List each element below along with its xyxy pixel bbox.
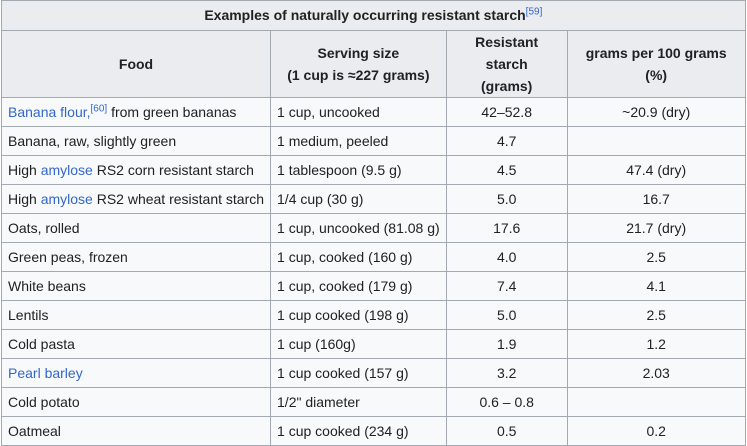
cell-resistant-starch: 5.0 bbox=[445, 300, 568, 330]
cell-serving-size: 1 cup cooked (234 g) bbox=[270, 416, 447, 446]
food-text: High bbox=[8, 162, 41, 178]
cell-grams-per-100: 2.5 bbox=[566, 300, 746, 330]
table-row: Banana flour,[60] from green bananas 1 cu… bbox=[0, 97, 746, 127]
cell-resistant-starch: 42–52.8 bbox=[445, 97, 568, 127]
food-text: Cold pasta bbox=[8, 336, 75, 352]
food-text: High bbox=[8, 191, 41, 207]
cell-serving-size: 1 medium, peeled bbox=[270, 126, 447, 156]
cell-food: Oats, rolled bbox=[0, 213, 272, 243]
cell-grams-per-100: 2.5 bbox=[566, 242, 746, 272]
cell-serving-size: 1 cup cooked (198 g) bbox=[270, 300, 447, 330]
food-link[interactable]: amylose bbox=[40, 191, 93, 207]
food-text: Cold potato bbox=[8, 394, 80, 410]
header-resistant-starch: Resistant starch (grams) bbox=[445, 30, 568, 98]
cell-food: Cold pasta bbox=[0, 329, 272, 359]
food-text-suffix: RS2 wheat resistant starch bbox=[92, 191, 265, 207]
cell-resistant-starch: 4.5 bbox=[445, 155, 568, 185]
cell-serving-size: 1/4 cup (30 g) bbox=[270, 184, 447, 214]
header-rs-line1: Resistant starch bbox=[475, 34, 539, 72]
cell-food: Cold potato bbox=[0, 387, 272, 417]
cell-grams-per-100: 4.1 bbox=[566, 271, 746, 301]
cell-food: Pearl barley bbox=[0, 358, 272, 388]
food-link[interactable]: Pearl barley bbox=[8, 365, 83, 381]
table-row: High amylose RS2 corn resistant starch 1 … bbox=[0, 155, 746, 185]
table-caption: Examples of naturally occurring resistan… bbox=[1, 0, 746, 30]
food-link[interactable]: amylose bbox=[40, 162, 93, 178]
table-row: Pearl barley 1 cup cooked (157 g) 3.2 2.03 bbox=[0, 358, 746, 388]
cell-resistant-starch: 1.9 bbox=[445, 329, 568, 359]
cell-grams-per-100 bbox=[566, 126, 746, 156]
cell-grams-per-100: 47.4 (dry) bbox=[566, 155, 746, 185]
cell-resistant-starch: 17.6 bbox=[445, 213, 568, 243]
cell-food: Banana, raw, slightly green bbox=[0, 126, 272, 156]
food-text: Green peas, frozen bbox=[8, 249, 128, 265]
header-serving-size: Serving size (1 cup is ≈227 grams) bbox=[270, 30, 447, 98]
cell-serving-size: 1 cup cooked (157 g) bbox=[270, 358, 447, 388]
table-row: High amylose RS2 wheat resistant starch 1… bbox=[0, 184, 746, 214]
cell-food: High amylose RS2 corn resistant starch bbox=[0, 155, 272, 185]
cell-serving-size: 1 cup, cooked (179 g) bbox=[270, 271, 447, 301]
table-row: Green peas, frozen 1 cup, cooked (160 g) 4… bbox=[0, 242, 746, 272]
food-reference-link[interactable]: [60] bbox=[90, 103, 108, 115]
caption-text: Examples of naturally occurring resistan… bbox=[204, 7, 526, 23]
cell-grams-per-100: 21.7 (dry) bbox=[566, 213, 746, 243]
cell-food: White beans bbox=[0, 271, 272, 301]
table-row: Cold pasta 1 cup (160g) 1.9 1.2 bbox=[0, 329, 746, 359]
food-text: Oatmeal bbox=[8, 423, 61, 439]
food-text: White beans bbox=[8, 278, 86, 294]
table-row: Cold potato 1/2" diameter 0.6 – 0.8 bbox=[0, 387, 746, 417]
cell-serving-size: 1 cup (160g) bbox=[270, 329, 447, 359]
food-link[interactable]: Banana flour, bbox=[8, 104, 91, 120]
header-food: Food bbox=[0, 30, 272, 98]
cell-food: Green peas, frozen bbox=[0, 242, 272, 272]
cell-grams-per-100: 16.7 bbox=[566, 184, 746, 214]
header-grams-per-100: grams per 100 grams (%) bbox=[566, 30, 746, 98]
cell-food: High amylose RS2 wheat resistant starch bbox=[0, 184, 272, 214]
cell-grams-per-100 bbox=[566, 387, 746, 417]
table-row: White beans 1 cup, cooked (179 g) 7.4 4.1 bbox=[0, 271, 746, 301]
cell-resistant-starch: 7.4 bbox=[445, 271, 568, 301]
food-text: Lentils bbox=[8, 307, 49, 323]
header-serving-line2: (1 cup is ≈227 grams) bbox=[287, 67, 430, 83]
table-row: Oats, rolled 1 cup, uncooked (81.08 g) 17.… bbox=[0, 213, 746, 243]
cell-food: Banana flour,[60] from green bananas bbox=[0, 97, 272, 127]
cell-resistant-starch: 3.2 bbox=[445, 358, 568, 388]
cell-resistant-starch: 0.6 – 0.8 bbox=[445, 387, 568, 417]
cell-grams-per-100: ~20.9 (dry) bbox=[566, 97, 746, 127]
cell-grams-per-100: 2.03 bbox=[566, 358, 746, 388]
food-text: Oats, rolled bbox=[8, 220, 80, 236]
table-body: Banana flour,[60] from green bananas 1 cu… bbox=[0, 97, 746, 446]
cell-food: Lentils bbox=[0, 300, 272, 330]
table-row: Oatmeal 1 cup cooked (234 g) 0.5 0.2 bbox=[0, 416, 746, 446]
table-row: Lentils 1 cup cooked (198 g) 5.0 2.5 bbox=[0, 300, 746, 330]
food-text-suffix: RS2 corn resistant starch bbox=[92, 162, 254, 178]
cell-resistant-starch: 4.7 bbox=[445, 126, 568, 156]
cell-food: Oatmeal bbox=[0, 416, 272, 446]
header-rs-line2: (grams) bbox=[481, 78, 533, 94]
cell-resistant-starch: 0.5 bbox=[445, 416, 568, 446]
food-text: Banana, raw, slightly green bbox=[8, 133, 177, 149]
cell-serving-size: 1/2" diameter bbox=[270, 387, 447, 417]
cell-serving-size: 1 cup, uncooked bbox=[270, 97, 447, 127]
caption-reference-link[interactable]: [59] bbox=[525, 6, 543, 18]
cell-serving-size: 1 cup, cooked (160 g) bbox=[270, 242, 447, 272]
header-row: Food Serving size (1 cup is ≈227 grams) R… bbox=[0, 30, 746, 98]
cell-grams-per-100: 0.2 bbox=[566, 416, 746, 446]
cell-resistant-starch: 5.0 bbox=[445, 184, 568, 214]
table-row: Banana, raw, slightly green 1 medium, pee… bbox=[0, 126, 746, 156]
cell-serving-size: 1 cup, uncooked (81.08 g) bbox=[270, 213, 447, 243]
cell-serving-size: 1 tablespoon (9.5 g) bbox=[270, 155, 447, 185]
cell-grams-per-100: 1.2 bbox=[566, 329, 746, 359]
food-text-suffix: from green bananas bbox=[107, 104, 237, 120]
cell-resistant-starch: 4.0 bbox=[445, 242, 568, 272]
header-serving-line1: Serving size bbox=[317, 45, 400, 61]
